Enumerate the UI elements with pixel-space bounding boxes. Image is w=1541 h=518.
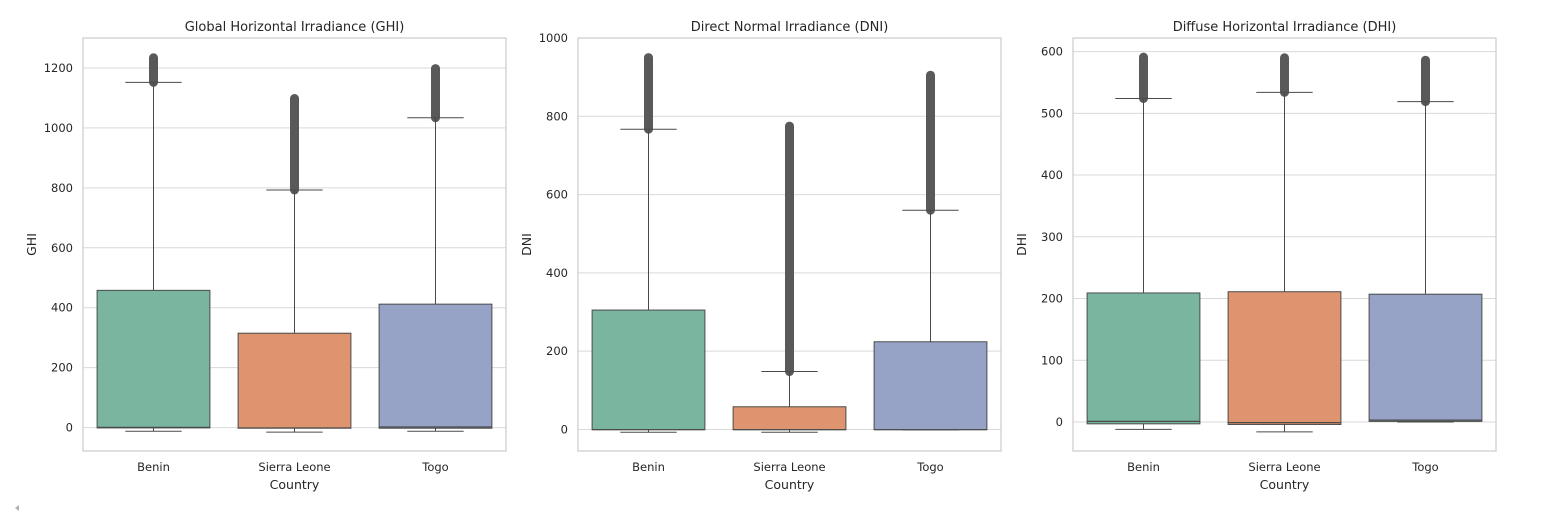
axes-frame — [577, 37, 1002, 452]
x-axis-label: Country — [1260, 477, 1310, 492]
chart-title: Global Horizontal Irradiance (GHI) — [185, 20, 405, 35]
box-body — [1368, 293, 1483, 422]
y-tick-label: 1000 — [44, 121, 73, 135]
box-body — [1086, 292, 1201, 425]
axes-frame — [1072, 37, 1497, 452]
box-benin — [96, 53, 211, 432]
box-body — [873, 341, 988, 431]
chart-title: Diffuse Horizontal Irradiance (DHI) — [1173, 20, 1397, 35]
x-axis-label: Country — [765, 477, 815, 492]
x-tick-label: Sierra Leone — [258, 460, 330, 474]
y-tick-label: 400 — [51, 301, 73, 315]
x-tick-label: Benin — [1127, 460, 1160, 474]
y-tick-label: 400 — [1041, 168, 1063, 182]
y-tick-label: 100 — [1041, 353, 1063, 367]
box-body — [378, 303, 493, 429]
y-tick-label: 800 — [546, 109, 568, 123]
box-body — [591, 309, 706, 431]
box-benin — [591, 53, 706, 433]
x-axis-label: Country — [270, 477, 320, 492]
x-tick-label: Togo — [916, 460, 943, 474]
box-body — [237, 332, 352, 429]
x-tick-label: Togo — [421, 460, 448, 474]
box-body — [1227, 291, 1342, 425]
subplot-3: 0 100 200 300 400 500 600 Benin Sierra Leone Togo… — [1014, 20, 1497, 492]
x-tick-label: Sierra Leone — [1248, 460, 1320, 474]
box-togo — [873, 70, 988, 431]
y-tick-label: 1000 — [539, 31, 568, 45]
x-tick-label: Benin — [632, 460, 665, 474]
y-tick-label: 200 — [51, 361, 73, 375]
y-axis-label: GHI — [24, 233, 39, 256]
chart-title: Direct Normal Irradiance (DNI) — [691, 20, 889, 35]
x-tick-label: Togo — [1411, 460, 1438, 474]
y-tick-label: 600 — [546, 188, 568, 202]
y-tick-label: 0 — [561, 422, 568, 436]
axes-frame — [82, 37, 507, 452]
y-axis-label: DNI — [519, 233, 534, 256]
box-benin — [1086, 52, 1201, 430]
y-tick-label: 200 — [1041, 292, 1063, 306]
box-togo — [1368, 55, 1483, 423]
box-body — [96, 289, 211, 429]
box-sierra-leone — [1227, 53, 1342, 433]
x-tick-label: Benin — [137, 460, 170, 474]
scroll-corner-icon — [15, 505, 19, 511]
y-tick-label: 600 — [1041, 45, 1063, 59]
y-axis-label: DHI — [1014, 233, 1029, 256]
y-tick-label: 600 — [51, 241, 73, 255]
subplot-1: 0 200 400 600 800 1000 1200 Benin Sierra Leone To… — [24, 20, 507, 492]
y-tick-label: 0 — [66, 421, 73, 435]
subplot-2: 0 200 400 600 800 1000 Benin Sierra Leone Togo Di… — [519, 20, 1002, 492]
y-tick-label: 200 — [546, 344, 568, 358]
box-sierra-leone — [732, 121, 847, 433]
box-sierra-leone — [237, 94, 352, 433]
box-togo — [378, 64, 493, 432]
y-tick-label: 300 — [1041, 230, 1063, 244]
y-tick-label: 1200 — [44, 61, 73, 75]
y-tick-label: 500 — [1041, 106, 1063, 120]
y-tick-label: 400 — [546, 266, 568, 280]
y-tick-label: 0 — [1056, 415, 1063, 429]
y-tick-label: 800 — [51, 181, 73, 195]
box-body — [732, 406, 847, 431]
x-tick-label: Sierra Leone — [753, 460, 825, 474]
